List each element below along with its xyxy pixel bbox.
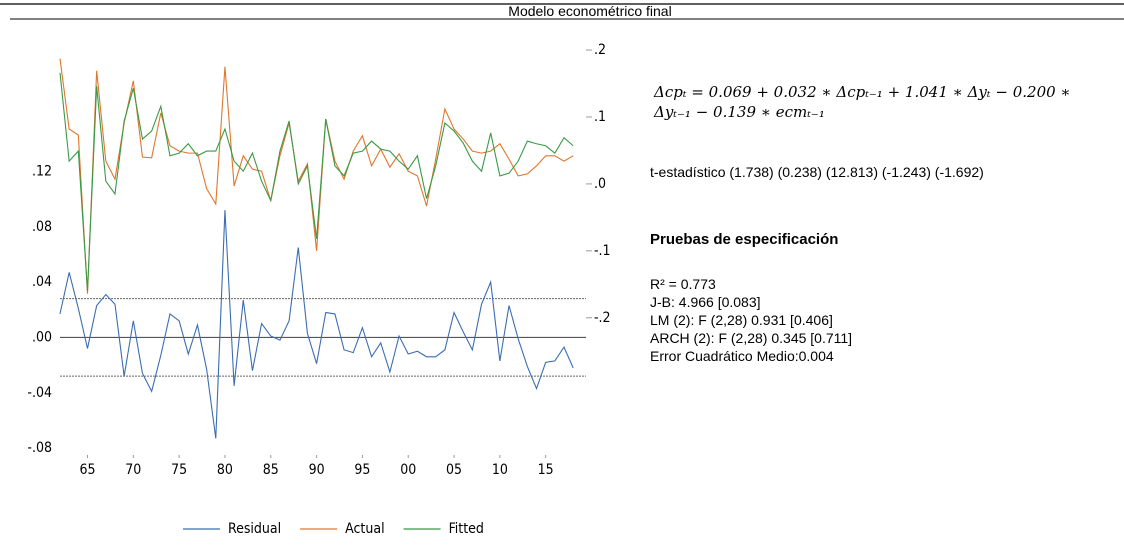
tests-heading: Pruebas de especificación [650,231,839,248]
x-tick-label: 10 [492,462,508,478]
y-tick-label: -.04 [27,385,52,401]
y2-tick-label: -.1 [594,243,611,259]
x-tick-label: 05 [446,462,462,478]
x-tick-label: 85 [263,462,279,478]
y-tick-label: .04 [32,274,52,290]
series-line [59,58,574,294]
y-tick-label: .12 [32,163,52,179]
x-tick-label: 15 [538,462,554,478]
test-line: J-B: 4.966 [0.083] [650,294,761,310]
y2-tick-label: .2 [594,42,606,58]
y2-tick-label: .1 [594,109,606,125]
y2-tick-label: -.2 [594,310,611,326]
x-tick-label: 70 [125,462,141,478]
x-tick-label: 75 [171,462,187,478]
x-tick-label: 95 [354,462,370,478]
legend-label: Fitted [449,521,484,537]
x-tick-label: 90 [309,462,325,478]
t-statistics: t-estadístico (1.738) (0.238) (12.813) (… [650,164,984,180]
x-tick-label: 80 [217,462,233,478]
test-line: ARCH (2): F (2,28) 0.345 [0.711] [650,330,853,346]
legend-label: Residual [228,521,281,537]
equation-line: Δcpₜ = 0.069 + 0.032 ∗ Δcpₜ₋₁ + 1.041 ∗ … [654,83,1071,101]
series-line [59,210,574,439]
test-line: R² = 0.773 [650,276,716,292]
chart: .12 .08 .04 .00 -.04 -.08 .2 .1 .0 -.1 -.2 65 70 75 80… [0,3,640,537]
series-line [59,72,574,292]
equation-line: Δyₜ₋₁ − 0.139 ∗ ecmₜ₋₁ [654,103,825,121]
x-tick-label: 00 [400,462,416,478]
x-tick-label: 65 [79,462,95,478]
y-tick-label: -.08 [27,440,52,456]
chart-title: Modelo econométrico final [508,3,672,19]
test-line: LM (2): F (2,28) 0.931 [0.406] [650,312,833,328]
title-rule-right [640,3,1124,20]
y2-tick-label: .0 [594,176,606,192]
legend-label: Actual [345,521,384,537]
y-tick-label: .00 [32,329,52,345]
y-tick-label: .08 [32,219,52,235]
test-line: Error Cuadrático Medio:0.004 [650,348,834,364]
